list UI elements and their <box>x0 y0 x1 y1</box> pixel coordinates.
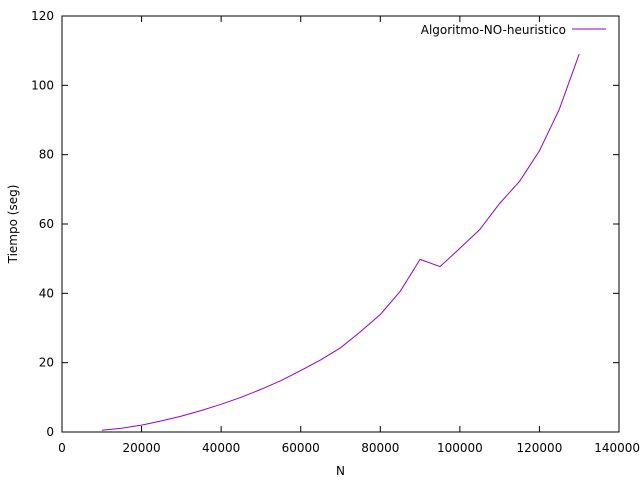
x-tick-label: 40000 <box>202 441 240 455</box>
plot-frame <box>61 15 620 433</box>
plot-area <box>61 15 620 433</box>
y-axis-label: Tiempo (seg) <box>6 185 20 265</box>
series-layer <box>101 53 580 431</box>
y-axis: 0 20 40 60 80 100 120 <box>31 9 619 439</box>
y-tick-label: 20 <box>39 356 54 370</box>
y-tick-label: 80 <box>39 148 54 162</box>
x-tick-label: 80000 <box>361 441 399 455</box>
series-line <box>101 53 580 431</box>
y-tick-label: 60 <box>39 217 54 231</box>
y-tick-label: 100 <box>31 78 54 92</box>
x-tick-label: 120000 <box>517 441 563 455</box>
x-tick-label: 0 <box>58 441 66 455</box>
y-tick-label: 120 <box>31 9 54 23</box>
y-tick-label: 0 <box>46 425 54 439</box>
legend: Algoritmo-NO-heuristico <box>421 23 606 37</box>
x-tick-label: 20000 <box>122 441 160 455</box>
x-axis-label: N <box>336 464 345 478</box>
x-tick-label: 100000 <box>437 441 483 455</box>
x-tick-label: 140000 <box>594 441 640 455</box>
x-axis: 0 20000 40000 60000 80000 100000 120000 140000 <box>58 16 640 455</box>
x-tick-label: 60000 <box>282 441 320 455</box>
y-tick-label: 40 <box>39 286 54 300</box>
legend-label: Algoritmo-NO-heuristico <box>421 23 566 37</box>
